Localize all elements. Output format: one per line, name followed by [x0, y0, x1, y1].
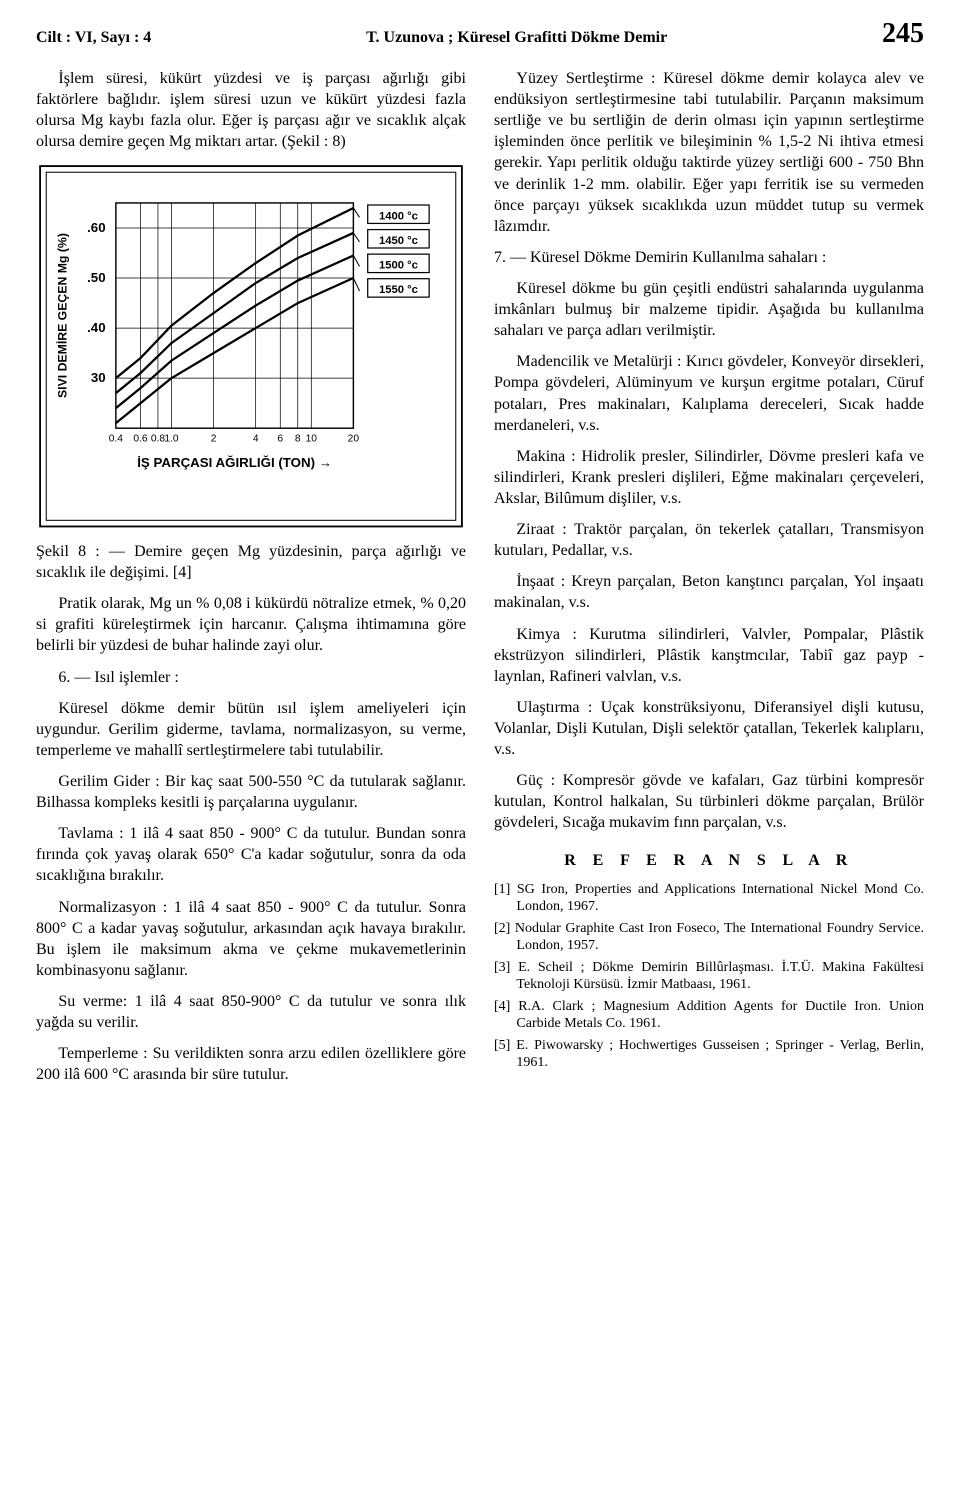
para: Madencilik ve Metalürji : Kırıcı gövdele…	[494, 351, 924, 435]
svg-text:.60: .60	[87, 221, 105, 236]
para: Küresel dökme demir bütün ısıl işlem ame…	[36, 698, 466, 761]
running-head: Cilt : VI, Sayı : 4 T. Uzunova ; Küresel…	[36, 18, 924, 50]
para: Normalizasyon : 1 ilâ 4 saat 850 - 900° …	[36, 897, 466, 981]
svg-text:1400 °c: 1400 °c	[379, 211, 418, 223]
para: Güç : Kompresör gövde ve kafaları, Gaz t…	[494, 770, 924, 833]
para: Yüzey Sertleştirme : Küresel dökme demir…	[494, 68, 924, 237]
svg-text:İŞ PARÇASI AĞIRLIĞI (TON) →: İŞ PARÇASI AĞIRLIĞI (TON) →	[137, 456, 332, 471]
para: Temperleme : Su verildikten sonra arzu e…	[36, 1043, 466, 1085]
figure-8-chart: 0.4 0.60.81.0 2 4 6 8 10 20 30 .40 .50 .60 SIVI DEMİ…	[36, 162, 466, 531]
svg-text:0.6: 0.6	[133, 434, 148, 445]
para: Makina : Hidrolik presler, Silindirler, …	[494, 446, 924, 509]
svg-text:10: 10	[306, 434, 318, 445]
figure-8: 0.4 0.60.81.0 2 4 6 8 10 20 30 .40 .50 .60 SIVI DEMİ…	[36, 162, 466, 531]
svg-text:.50: .50	[87, 271, 105, 286]
svg-text:4: 4	[253, 434, 259, 445]
para: Pratik olarak, Mg un % 0,08 i kükürdü nö…	[36, 593, 466, 656]
svg-text:2: 2	[211, 434, 217, 445]
svg-text:30: 30	[91, 371, 106, 386]
para: İnşaat : Kreyn parçalan, Beton kanştıncı…	[494, 571, 924, 613]
svg-text:0.4: 0.4	[109, 434, 124, 445]
svg-text:.40: .40	[87, 321, 105, 336]
svg-text:SIVI DEMİRE GEÇEN Mg (%): SIVI DEMİRE GEÇEN Mg (%)	[55, 234, 70, 399]
page-number: 245	[882, 18, 924, 50]
svg-text:20: 20	[348, 434, 360, 445]
para: Küresel dökme bu gün çeşitli endüstri sa…	[494, 278, 924, 341]
svg-text:6: 6	[277, 434, 283, 445]
reference-item: [3] E. Scheil ; Dökme Demirin Billûrlaşm…	[516, 959, 924, 994]
svg-text:1450 °c: 1450 °c	[379, 235, 418, 247]
reference-item: [2] Nodular Graphite Cast Iron Foseco, T…	[516, 920, 924, 955]
para: Ziraat : Traktör parçalan, ön tekerlek ç…	[494, 519, 924, 561]
reference-item: [5] E. Piwowarsky ; Hochwertiges Gusseis…	[516, 1037, 924, 1072]
body-columns: İşlem süresi, kükürt yüzdesi ve iş parça…	[36, 68, 924, 1086]
svg-text:1.0: 1.0	[164, 434, 179, 445]
references-heading: R E F E R A N S L A R	[494, 850, 924, 871]
para: Tavlama : 1 ilâ 4 saat 850 - 900° C da t…	[36, 823, 466, 886]
figure-8-caption: Şekil 8 : — Demire geçen Mg yüzdesinin, …	[36, 541, 466, 583]
svg-text:1500 °c: 1500 °c	[379, 260, 418, 272]
reference-item: [1] SG Iron, Properties and Applications…	[516, 881, 924, 916]
para: Ulaştırma : Uçak konstrüksiyonu, Diferan…	[494, 697, 924, 760]
svg-text:8: 8	[295, 434, 301, 445]
references-list: [1] SG Iron, Properties and Applications…	[494, 881, 924, 1072]
running-head-left: Cilt : VI, Sayı : 4	[36, 29, 151, 47]
heading-7: 7. — Küresel Dökme Demirin Kullanılma sa…	[516, 247, 924, 268]
svg-text:1550 °c: 1550 °c	[379, 284, 418, 296]
para: Su verme: 1 ilâ 4 saat 850-900° C da tut…	[36, 991, 466, 1033]
running-head-center: T. Uzunova ; Küresel Grafitti Dökme Demi…	[151, 29, 882, 47]
para: İşlem süresi, kükürt yüzdesi ve iş parça…	[36, 68, 466, 152]
para: Kimya : Kurutma silindirleri, Valvler, P…	[494, 624, 924, 687]
para: Gerilim Gider : Bir kaç saat 500-550 °C …	[36, 771, 466, 813]
svg-text:0.8: 0.8	[151, 434, 166, 445]
heading-6: 6. — Isıl işlemler :	[36, 667, 466, 688]
reference-item: [4] R.A. Clark ; Magnesium Addition Agen…	[516, 998, 924, 1033]
page: Cilt : VI, Sayı : 4 T. Uzunova ; Küresel…	[0, 0, 960, 1122]
